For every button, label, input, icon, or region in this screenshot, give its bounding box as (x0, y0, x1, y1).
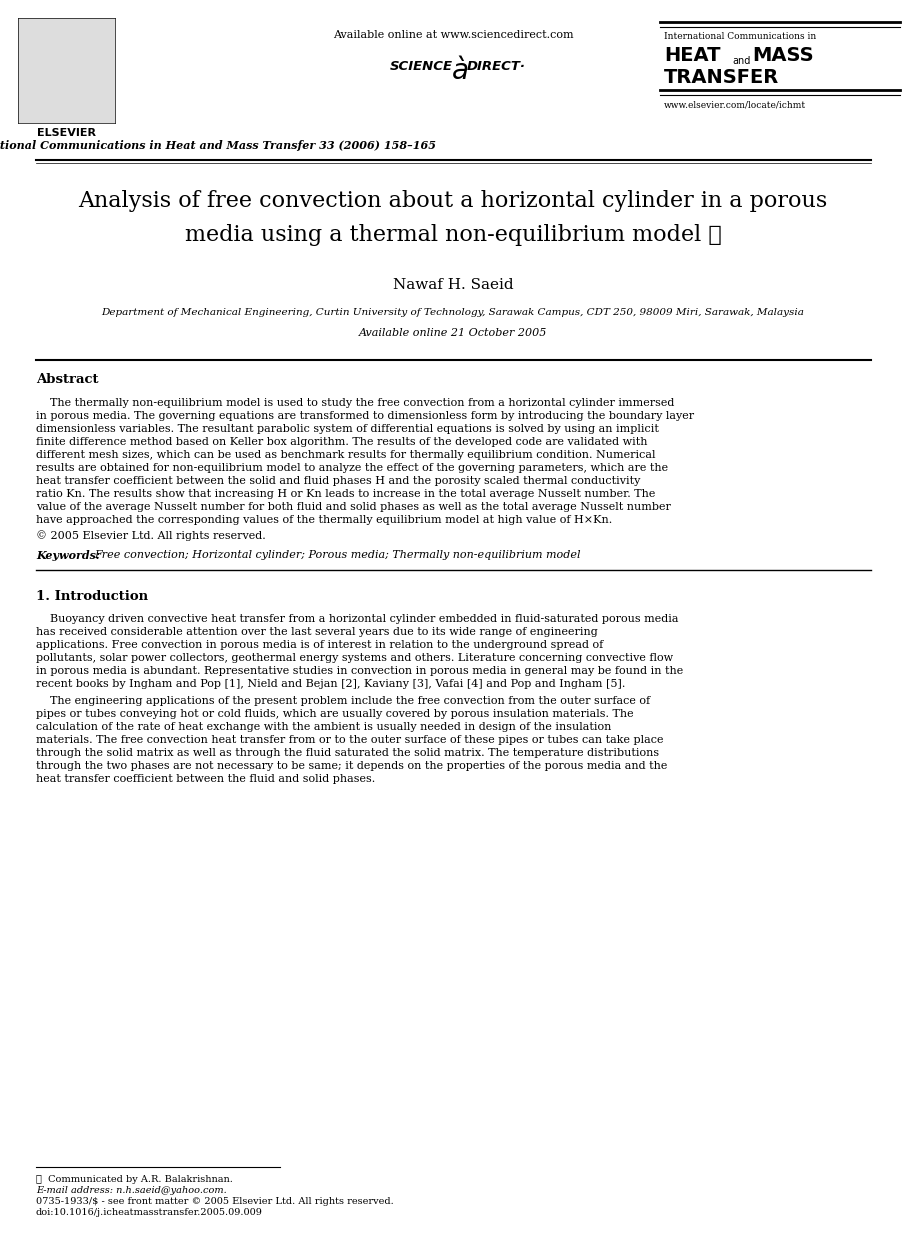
Text: SCIENCE: SCIENCE (390, 59, 453, 73)
Text: MASS: MASS (752, 46, 814, 66)
Text: Keywords:: Keywords: (36, 550, 100, 561)
Text: Free convection; Horizontal cylinder; Porous media; Thermally non-equilibrium mo: Free convection; Horizontal cylinder; Po… (94, 550, 580, 560)
Text: calculation of the rate of heat exchange with the ambient is usually needed in d: calculation of the rate of heat exchange… (36, 722, 611, 732)
Text: © 2005 Elsevier Ltd. All rights reserved.: © 2005 Elsevier Ltd. All rights reserved… (36, 530, 266, 541)
Text: media using a thermal non-equilibrium model ☆: media using a thermal non-equilibrium mo… (185, 224, 721, 246)
Text: applications. Free convection in porous media is of interest in relation to the : applications. Free convection in porous … (36, 640, 603, 650)
Text: ☆  Communicated by A.R. Balakrishnan.: ☆ Communicated by A.R. Balakrishnan. (36, 1175, 233, 1184)
Text: in porous media. The governing equations are transformed to dimensionless form b: in porous media. The governing equations… (36, 411, 694, 421)
Text: The thermally non-equilibrium model is used to study the free convection from a : The thermally non-equilibrium model is u… (36, 397, 675, 409)
Text: Available online at www.sciencedirect.com: Available online at www.sciencedirect.co… (333, 30, 573, 40)
Text: finite difference method based on Keller box algorithm. The results of the devel: finite difference method based on Keller… (36, 437, 648, 447)
Text: ratio Kn. The results show that increasing H or Kn leads to increase in the tota: ratio Kn. The results show that increasi… (36, 489, 656, 499)
Text: HEAT: HEAT (664, 46, 720, 66)
Text: 1. Introduction: 1. Introduction (36, 591, 148, 603)
Text: and: and (732, 56, 750, 66)
Text: dimensionless variables. The resultant parabolic system of differential equation: dimensionless variables. The resultant p… (36, 423, 658, 435)
Text: DIRECT·: DIRECT· (467, 59, 526, 73)
Text: Abstract: Abstract (36, 373, 99, 386)
Text: heat transfer coefficient between the solid and fluid phases H and the porosity : heat transfer coefficient between the so… (36, 475, 640, 487)
Text: International Communications in: International Communications in (664, 32, 816, 41)
Text: in porous media is abundant. Representative studies in convection in porous medi: in porous media is abundant. Representat… (36, 666, 683, 676)
Text: value of the average Nusselt number for both fluid and solid phases as well as t: value of the average Nusselt number for … (36, 501, 671, 513)
Text: The engineering applications of the present problem include the free convection : The engineering applications of the pres… (36, 696, 650, 706)
Text: different mesh sizes, which can be used as benchmark results for thermally equil: different mesh sizes, which can be used … (36, 449, 656, 461)
Text: TRANSFER: TRANSFER (664, 68, 779, 87)
Text: recent books by Ingham and Pop [1], Nield and Bejan [2], Kaviany [3], Vafai [4] : recent books by Ingham and Pop [1], Niel… (36, 678, 625, 690)
Text: ELSEVIER: ELSEVIER (36, 128, 95, 137)
Text: has received considerable attention over the last several years due to its wide : has received considerable attention over… (36, 626, 598, 638)
Text: www.elsevier.com/locate/ichmt: www.elsevier.com/locate/ichmt (664, 100, 806, 109)
Text: doi:10.1016/j.icheatmasstransfer.2005.09.009: doi:10.1016/j.icheatmasstransfer.2005.09… (36, 1208, 263, 1217)
Text: International Communications in Heat and Mass Transfer 33 (2006) 158–165: International Communications in Heat and… (0, 140, 436, 151)
Text: pollutants, solar power collectors, geothermal energy systems and others. Litera: pollutants, solar power collectors, geot… (36, 652, 673, 664)
Text: have approached the corresponding values of the thermally equilibrium model at h: have approached the corresponding values… (36, 515, 612, 525)
Text: through the solid matrix as well as through the fluid saturated the solid matrix: through the solid matrix as well as thro… (36, 748, 659, 758)
Text: heat transfer coefficient between the fluid and solid phases.: heat transfer coefficient between the fl… (36, 774, 375, 784)
Text: à: à (452, 57, 469, 85)
Text: Analysis of free convection about a horizontal cylinder in a porous: Analysis of free convection about a hori… (78, 189, 827, 212)
Text: E-mail address: n.h.saeid@yahoo.com.: E-mail address: n.h.saeid@yahoo.com. (36, 1186, 227, 1195)
Text: materials. The free convection heat transfer from or to the outer surface of the: materials. The free convection heat tran… (36, 735, 664, 745)
Text: results are obtained for non-equilibrium model to analyze the effect of the gove: results are obtained for non-equilibrium… (36, 463, 668, 473)
Text: Nawaf H. Saeid: Nawaf H. Saeid (393, 279, 513, 292)
Text: Department of Mechanical Engineering, Curtin University of Technology, Sarawak C: Department of Mechanical Engineering, Cu… (102, 308, 805, 317)
Text: Available online 21 October 2005: Available online 21 October 2005 (359, 328, 547, 338)
Text: 0735-1933/$ - see front matter © 2005 Elsevier Ltd. All rights reserved.: 0735-1933/$ - see front matter © 2005 El… (36, 1197, 394, 1206)
Text: pipes or tubes conveying hot or cold fluids, which are usually covered by porous: pipes or tubes conveying hot or cold flu… (36, 709, 634, 719)
Text: Buoyancy driven convective heat transfer from a horizontal cylinder embedded in : Buoyancy driven convective heat transfer… (36, 614, 678, 624)
Text: through the two phases are not necessary to be same; it depends on the propertie: through the two phases are not necessary… (36, 761, 668, 771)
